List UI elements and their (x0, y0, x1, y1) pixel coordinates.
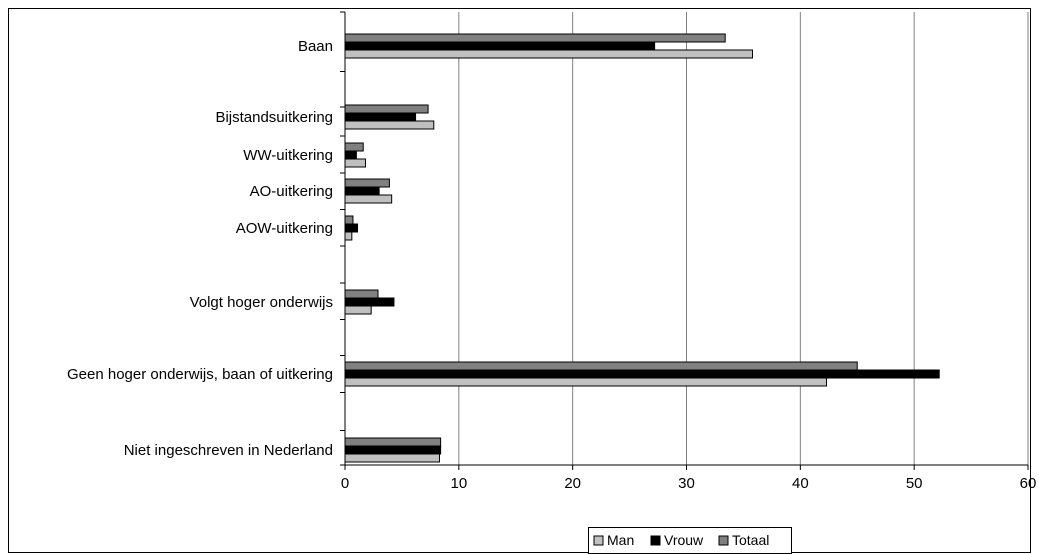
bar-totaal (344, 104, 429, 114)
legend-box (588, 527, 792, 554)
legend: Man Vrouw Totaal (588, 527, 792, 554)
category-label: AO-uitkering (250, 183, 333, 200)
x-tick-label: 60 (1020, 475, 1037, 492)
bar-man (344, 305, 372, 315)
bar-vrouw (344, 445, 442, 455)
bar-totaal (344, 361, 858, 371)
x-tick-label: 50 (906, 475, 923, 492)
bar-vrouw (344, 223, 359, 233)
bar-totaal (344, 437, 442, 447)
bar-vrouw (344, 369, 940, 379)
x-tick-label: 30 (678, 475, 695, 492)
bar-man (344, 453, 440, 463)
legend-swatch-vrouw (650, 535, 661, 546)
legend-label-man: Man (607, 532, 634, 548)
bar-totaal (344, 142, 364, 152)
category-label: WW-uitkering (243, 147, 333, 164)
category-label: Bijstandsuitkering (215, 109, 333, 126)
category-label: Baan (298, 38, 333, 55)
bar-man (344, 377, 828, 387)
category-label: Volgt hoger onderwijs (190, 294, 333, 311)
bar-totaal (344, 289, 379, 299)
bar-man (344, 231, 353, 241)
bar-man (344, 120, 435, 130)
bar-vrouw (344, 150, 357, 160)
category-label: AOW-uitkering (236, 220, 333, 237)
legend-swatch-totaal (718, 535, 729, 546)
bar-totaal (344, 33, 726, 43)
bar-totaal (344, 215, 354, 225)
category-label: Geen hoger onderwijs, baan of uitkering (67, 366, 333, 383)
bar-vrouw (344, 112, 417, 122)
bar-vrouw (344, 41, 656, 51)
bar-man (344, 49, 754, 59)
bar-totaal (344, 178, 390, 188)
x-tick-label: 10 (450, 475, 467, 492)
legend-label-totaal: Totaal (732, 532, 769, 548)
bar-vrouw (344, 297, 395, 307)
x-tick-label: 40 (792, 475, 809, 492)
legend-swatch-man (593, 535, 604, 546)
legend-label-vrouw: Vrouw (664, 532, 704, 548)
category-label: Niet ingeschreven in Nederland (124, 442, 333, 459)
x-tick-label: 0 (341, 475, 349, 492)
bar-vrouw (344, 186, 380, 196)
bar-man (344, 158, 366, 168)
bar-man (344, 194, 393, 204)
x-tick-label: 20 (564, 475, 581, 492)
